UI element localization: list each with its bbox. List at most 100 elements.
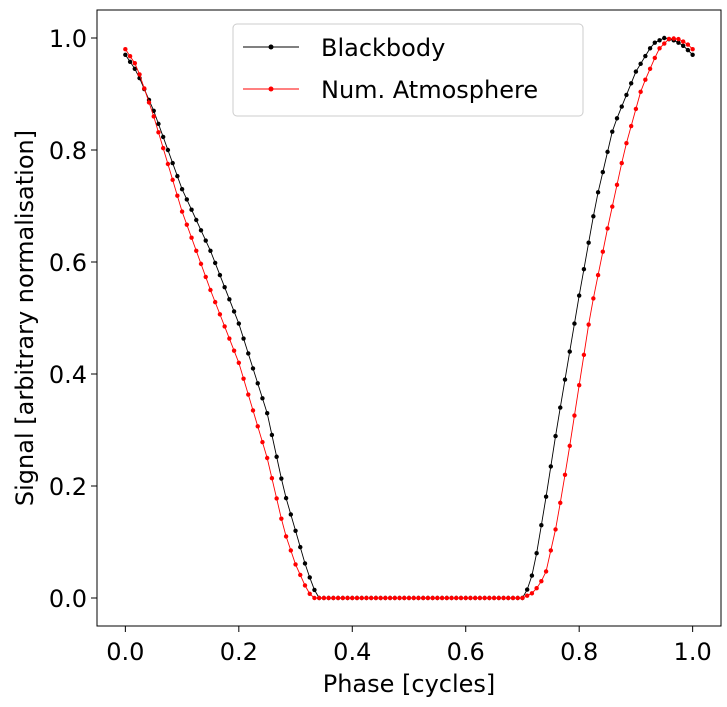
data-point-num-atmosphere-7 [156, 130, 161, 135]
data-point-num-atmosphere-117 [676, 36, 681, 42]
data-point-blackbody-19 [212, 260, 218, 266]
data-point-num-atmosphere-31 [269, 476, 275, 481]
data-point-blackbody-34 [283, 495, 289, 501]
data-point-num-atmosphere-89 [543, 569, 549, 574]
data-point-num-atmosphere-119 [685, 42, 691, 47]
data-point-num-atmosphere-10 [170, 177, 175, 183]
data-point-num-atmosphere-30 [264, 455, 270, 461]
data-point-blackbody-29 [260, 396, 265, 401]
data-point-num-atmosphere-32 [274, 496, 279, 501]
y-axis-label: Signal [arbitrary normalisation] [11, 130, 39, 506]
data-point-num-atmosphere-8 [160, 145, 166, 151]
data-point-num-atmosphere-4 [142, 86, 147, 91]
data-point-blackbody-106 [624, 92, 629, 98]
data-point-num-atmosphere-113 [657, 46, 662, 51]
data-point-num-atmosphere-95 [572, 413, 577, 418]
series-line-num-atmosphere [124, 38, 693, 599]
data-point-num-atmosphere-36 [293, 562, 298, 567]
data-point-num-atmosphere-77 [487, 595, 492, 601]
data-point-blackbody-90 [548, 464, 554, 469]
data-point-num-atmosphere-80 [501, 595, 506, 601]
data-point-num-atmosphere-65 [430, 595, 435, 601]
data-point-blackbody-30 [264, 411, 270, 416]
data-point-blackbody-85 [524, 587, 530, 592]
data-point-num-atmosphere-111 [647, 66, 653, 72]
x-tick-label: 0.4 [333, 638, 371, 666]
data-point-blackbody-40 [312, 587, 317, 593]
y-tick-label: 1.0 [49, 25, 87, 53]
data-point-num-atmosphere-58 [397, 595, 402, 601]
data-point-num-atmosphere-14 [189, 235, 194, 240]
data-point-num-atmosphere-76 [482, 595, 487, 601]
data-point-blackbody-8 [160, 134, 166, 140]
data-point-num-atmosphere-60 [406, 595, 412, 601]
data-point-num-atmosphere-34 [283, 534, 289, 539]
plot-frame [96, 9, 722, 627]
data-point-num-atmosphere-118 [680, 39, 686, 44]
data-point-num-atmosphere-87 [534, 586, 539, 591]
data-point-num-atmosphere-120 [690, 47, 695, 52]
data-point-num-atmosphere-49 [354, 595, 360, 601]
data-point-blackbody-15 [194, 217, 199, 223]
data-point-num-atmosphere-17 [203, 274, 208, 280]
legend-label-num-atmosphere: Num. Atmosphere [321, 76, 538, 104]
data-point-blackbody-91 [553, 433, 558, 439]
data-point-blackbody-88 [539, 523, 544, 528]
legend-marker-num-atmosphere [268, 86, 274, 92]
data-point-blackbody-120 [690, 52, 695, 57]
data-point-num-atmosphere-59 [402, 595, 407, 601]
data-point-blackbody-11 [175, 173, 180, 179]
data-point-num-atmosphere-102 [605, 226, 610, 231]
legend-box [232, 23, 584, 117]
y-tick-label: 0.8 [49, 137, 87, 165]
data-point-num-atmosphere-81 [506, 595, 511, 601]
data-point-blackbody-112 [652, 40, 658, 45]
data-point-num-atmosphere-82 [510, 595, 516, 601]
data-point-blackbody-22 [227, 297, 232, 302]
data-point-blackbody-39 [307, 575, 312, 580]
data-point-num-atmosphere-79 [496, 595, 502, 601]
y-tick-label: 0.6 [49, 249, 87, 277]
data-point-num-atmosphere-33 [279, 516, 284, 521]
data-point-blackbody-113 [657, 38, 662, 43]
data-point-blackbody-25 [241, 336, 246, 341]
data-point-blackbody-107 [628, 81, 634, 86]
data-point-blackbody-94 [567, 349, 572, 354]
x-tick-label: 1.0 [674, 638, 712, 666]
data-point-blackbody-2 [132, 66, 138, 72]
data-point-num-atmosphere-88 [539, 579, 544, 584]
data-point-blackbody-32 [274, 454, 279, 459]
data-point-blackbody-95 [572, 321, 577, 326]
data-point-num-atmosphere-38 [302, 583, 308, 588]
data-point-num-atmosphere-109 [638, 89, 643, 95]
legend-label-blackbody: Blackbody [321, 34, 445, 62]
data-point-num-atmosphere-116 [671, 36, 676, 41]
data-point-num-atmosphere-98 [586, 322, 591, 327]
data-point-num-atmosphere-56 [387, 595, 393, 601]
data-point-blackbody-9 [165, 147, 171, 153]
y-ticks: 0.0 0.2 0.4 0.6 0.8 1.0 [49, 25, 97, 613]
data-point-blackbody-21 [222, 285, 227, 290]
data-point-blackbody-1 [127, 59, 133, 64]
data-point-num-atmosphere-112 [652, 55, 658, 61]
data-point-blackbody-18 [208, 248, 213, 253]
y-tick-label: 0.2 [49, 473, 87, 501]
data-point-num-atmosphere-74 [472, 595, 478, 601]
data-point-blackbody-118 [680, 43, 686, 48]
data-point-blackbody-35 [288, 512, 294, 517]
data-point-num-atmosphere-83 [515, 595, 520, 601]
data-point-num-atmosphere-94 [567, 443, 572, 449]
data-point-num-atmosphere-69 [449, 595, 454, 601]
data-point-num-atmosphere-28 [255, 424, 260, 429]
data-point-num-atmosphere-85 [524, 593, 530, 598]
data-point-blackbody-93 [562, 377, 568, 382]
data-point-blackbody-111 [647, 46, 653, 51]
data-point-num-atmosphere-46 [340, 595, 346, 601]
data-point-blackbody-109 [638, 61, 643, 67]
data-point-num-atmosphere-20 [217, 312, 223, 317]
data-point-num-atmosphere-11 [175, 193, 180, 198]
data-point-num-atmosphere-18 [208, 287, 213, 293]
data-point-num-atmosphere-51 [364, 595, 369, 601]
data-point-num-atmosphere-61 [411, 595, 416, 601]
data-point-num-atmosphere-1 [127, 54, 133, 59]
